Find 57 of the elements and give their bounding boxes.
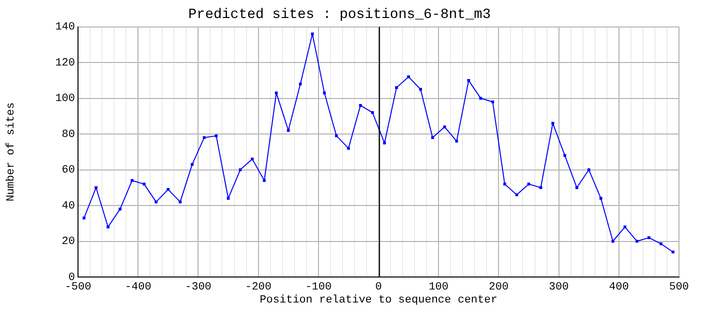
- x-tick-label: 300: [548, 282, 569, 294]
- point: [660, 242, 662, 246]
- point: [347, 146, 350, 150]
- point: [190, 162, 194, 166]
- point: [274, 92, 278, 94]
- y-tick-label: 40: [62, 200, 75, 212]
- point: [335, 134, 338, 138]
- point: [648, 236, 650, 240]
- point: [419, 88, 422, 91]
- x-tick-label: 200: [488, 282, 509, 294]
- point: [82, 216, 86, 220]
- point: [262, 179, 266, 182]
- x-tick-label: 100: [428, 282, 449, 294]
- x-tick-label: 500: [669, 282, 689, 294]
- chart-title: Predicted sites : positions_6-8nt_m3: [188, 7, 491, 24]
- point: [154, 200, 158, 204]
- point: [178, 200, 182, 204]
- point: [431, 136, 434, 140]
- point: [202, 136, 206, 140]
- x-tick-label: 0: [375, 282, 382, 294]
- x-tick-label: -100: [305, 282, 332, 294]
- x-tick-label: 400: [608, 282, 629, 294]
- y-tick-label: 140: [55, 22, 75, 34]
- point: [166, 188, 170, 191]
- point: [443, 125, 446, 128]
- point: [491, 100, 494, 104]
- x-tick-label: -500: [64, 282, 92, 294]
- point: [527, 182, 530, 186]
- point: [575, 186, 578, 190]
- point: [587, 168, 590, 172]
- point: [599, 196, 602, 200]
- point: [94, 186, 98, 190]
- y-tick-label: 20: [62, 236, 75, 248]
- point: [142, 182, 146, 186]
- y-tick-label: 80: [62, 128, 75, 141]
- point: [672, 250, 674, 254]
- point: [636, 240, 638, 243]
- y-tick-label: 60: [62, 164, 75, 177]
- point: [250, 158, 254, 160]
- point: [539, 186, 542, 190]
- y-tick-label: 100: [55, 93, 75, 106]
- point: [611, 240, 614, 243]
- y-axis-title: Number of sites: [6, 102, 18, 202]
- y-tick-label: 120: [55, 57, 75, 70]
- point: [407, 75, 410, 78]
- point: [455, 140, 458, 143]
- point: [226, 196, 230, 200]
- point: [310, 32, 314, 36]
- x-tick-label: -200: [245, 282, 272, 294]
- point: [503, 182, 506, 186]
- x-tick-label: -400: [124, 282, 152, 294]
- point: [298, 82, 302, 86]
- point: [467, 79, 470, 82]
- point: [563, 154, 566, 157]
- x-axis-title: Position relative to sequence center: [260, 294, 498, 306]
- point: [286, 129, 290, 132]
- x-tick-label: -300: [184, 282, 212, 294]
